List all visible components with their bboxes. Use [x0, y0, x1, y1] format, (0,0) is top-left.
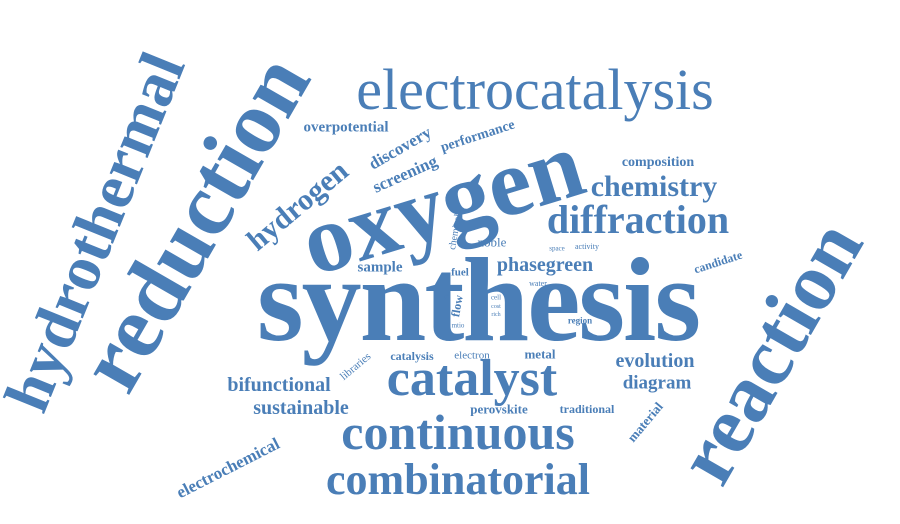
word-bifunctional: bifunctional	[227, 374, 331, 396]
word-perovskite: perovskite	[470, 401, 528, 417]
word-composition: composition	[621, 155, 695, 170]
word-candidate: candidate	[692, 247, 744, 277]
word-metal: metal	[524, 346, 556, 362]
word-fuel: fuel	[451, 266, 469, 279]
word-cell: cell	[490, 293, 502, 302]
word-traditional: traditional	[559, 402, 615, 416]
word-region: region	[567, 315, 593, 326]
word-electron: electron	[454, 349, 490, 362]
word-activity: activity	[575, 242, 599, 251]
word-electrochemical: electrochemical	[173, 433, 283, 503]
word-material: material	[624, 399, 666, 445]
word-phasegreen: phasegreen	[496, 254, 594, 276]
word-overpotential: overpotential	[303, 119, 389, 136]
word-continuous: continuous	[341, 404, 575, 460]
word-sample: sample	[357, 259, 403, 276]
word-water: water	[529, 279, 547, 288]
word-cost: cost	[491, 304, 501, 310]
word-diagram: diagram	[622, 372, 692, 394]
word-flow: flow	[448, 293, 466, 319]
word-mtio: mtio	[451, 321, 465, 330]
word-combinatorial: combinatorial	[326, 455, 590, 504]
word-catalysis: catalysis	[390, 349, 434, 363]
word-chemistry: chemistry	[590, 170, 718, 203]
word-catalyst: catalyst	[386, 350, 558, 407]
word-space: space	[549, 244, 565, 253]
word-electrocatalysis: electrocatalysis	[356, 57, 714, 122]
word-sustainable: sustainable	[253, 397, 349, 419]
word-synthesis: synthesis	[256, 233, 701, 366]
word-diffraction: diffraction	[546, 197, 730, 242]
word-rich: rich	[491, 312, 501, 318]
word-noble: noble	[477, 234, 507, 250]
word-evolution: evolution	[615, 350, 695, 372]
